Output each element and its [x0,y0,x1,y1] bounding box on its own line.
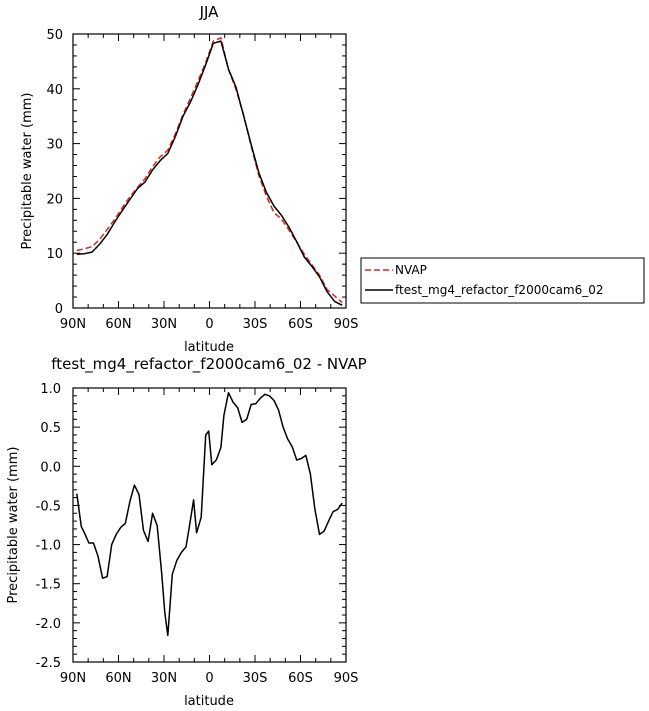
bottom-x-tick-label: 0 [205,671,213,686]
bottom-x-tick-label: 30N [151,671,177,686]
bottom-chart: ftest_mg4_refactor_f2000cam6_02 - NVAP 9… [6,355,367,709]
bottom-y-axis-label: Precipitable water (mm) [6,447,21,604]
bottom-y-tick-label: 0.5 [40,421,61,436]
top-y-tick-label: 0 [55,302,63,317]
bottom-y-tick-label: -1.0 [36,539,61,554]
bottom-y-tick-label: -1.5 [36,578,61,593]
top-ticks: 90N 60N 30N 0 30S 60S 90S 0 10 20 30 40 50 [46,28,358,332]
top-x-tick-label: 0 [205,317,213,332]
top-y-tick-label: 10 [46,247,63,262]
bottom-y-tick-label: -0.5 [36,499,61,514]
top-series-group [76,37,343,306]
top-series-line-ftest-mg4-refactor-f2000cam6-02 [76,40,343,306]
top-y-tick-label: 40 [46,83,63,98]
top-y-tick-label: 30 [46,138,63,153]
top-y-tick-label: 50 [46,28,63,43]
bottom-x-axis-label: latitude [184,694,234,709]
top-x-tick-label: 60S [288,317,313,332]
top-y-axis-label: Precipitable water (mm) [20,93,35,250]
bottom-y-tick-label: -2.5 [36,656,61,671]
bottom-y-tick-label: -2.0 [36,617,61,632]
top-plot-frame [72,33,347,309]
bottom-chart-title: ftest_mg4_refactor_f2000cam6_02 - NVAP [51,355,366,374]
top-y-tick-label: 20 [46,192,63,207]
top-x-axis-label: latitude [184,340,234,355]
legend-model-label: ftest_mg4_refactor_f2000cam6_02 [395,283,604,297]
top-chart: JJA 90N 60N 30N 0 30S 60S 90S 0 10 20 30 40 50 latit… [20,3,358,355]
legend: NVAP ftest_mg4_refactor_f2000cam6_02 [360,257,645,304]
bottom-plot-frame [72,387,347,663]
top-chart-title: JJA [199,3,220,21]
top-x-tick-label: 30S [243,317,268,332]
bottom-x-tick-label: 90N [60,671,86,686]
bottom-ticks: 90N 60N 30N 0 30S 60S 90S -2.5 -2.0 -1.5 -1.0 -0.5 0… [36,382,359,686]
bottom-x-tick-label: 60N [105,671,131,686]
bottom-series-line-difference [76,391,343,637]
bottom-x-tick-label: 30S [243,671,268,686]
top-x-tick-label: 60N [105,317,131,332]
bottom-x-tick-label: 90S [334,671,359,686]
top-x-tick-label: 30N [151,317,177,332]
bottom-y-tick-label: 0.0 [40,460,61,475]
bottom-y-tick-label: 1.0 [40,382,61,397]
top-x-tick-label: 90N [60,317,86,332]
top-x-tick-label: 90S [334,317,359,332]
legend-nvap-label: NVAP [395,263,427,277]
bottom-series-group [76,391,343,637]
legend-box [360,257,645,304]
top-series-line-nvap [76,37,343,304]
bottom-x-tick-label: 60S [288,671,313,686]
